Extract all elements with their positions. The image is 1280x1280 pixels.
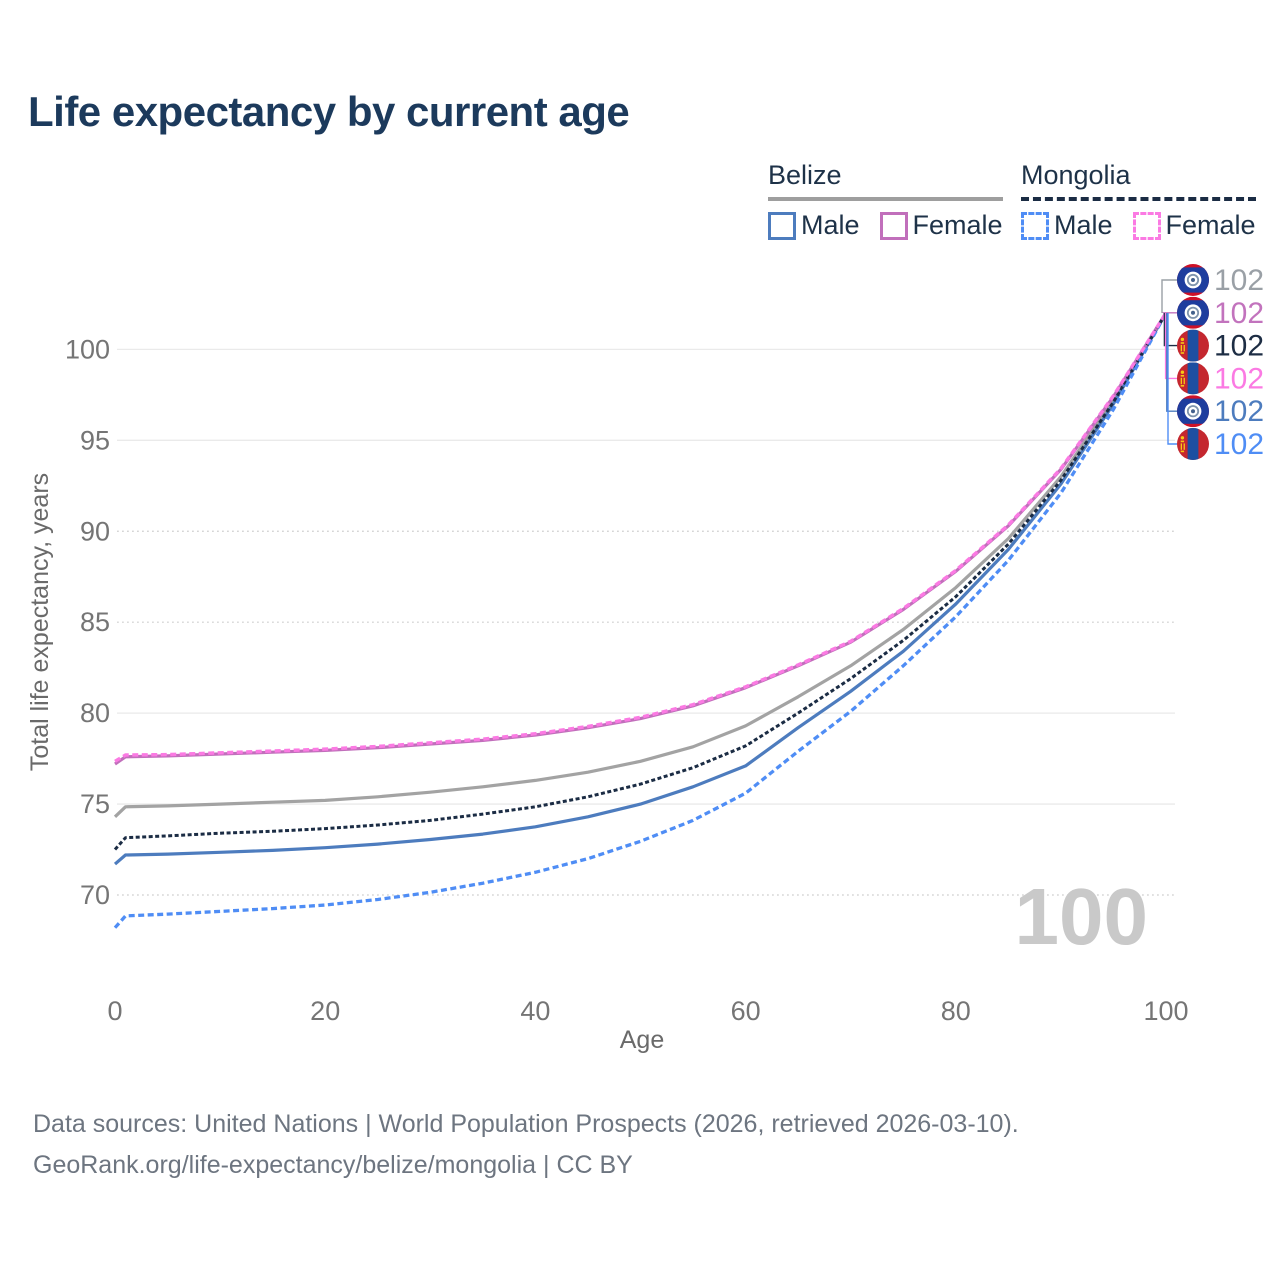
flag-icon-belize — [1177, 395, 1209, 428]
legend-line-sample-mongolia — [1021, 197, 1256, 201]
gridlines — [117, 348, 1175, 896]
footer-attribution: GeoRank.org/life-expectancy/belize/mongo… — [33, 1151, 633, 1179]
legend-item-mongolia-female[interactable]: Female — [1132, 210, 1256, 241]
flag-icon-mongolia — [1177, 329, 1209, 362]
footer: Data sources: United Nations | World Pop… — [33, 1104, 1019, 1186]
end-connector-belize — [1166, 313, 1177, 412]
y-tick-label-100: 100 — [65, 334, 110, 364]
age-watermark: 100 — [1015, 872, 1148, 961]
legend-swatch-belize-male-icon — [768, 211, 796, 240]
y-tick-label-85: 85 — [80, 607, 110, 637]
legend-item-belize-male[interactable]: Male — [768, 210, 860, 241]
end-connector-mongolia — [1163, 313, 1177, 347]
footer-data-sources: Data sources: United Nations | World Pop… — [33, 1110, 1019, 1138]
legend-line-sample-belize — [768, 197, 1003, 201]
x-tick-label-60: 60 — [731, 996, 761, 1026]
series-lines — [113, 312, 1168, 929]
end-connector-belize — [1161, 279, 1177, 313]
y-axis-title: Total life expectancy, years — [26, 473, 54, 771]
x-axis-title: Age — [620, 1026, 664, 1054]
legend-item-label: Female — [1165, 210, 1256, 240]
y-tick-label-80: 80 — [80, 698, 110, 728]
legend-swatch-mongolia-male-icon — [1021, 211, 1049, 240]
axis-labels: 70 75 80 85 90 95 100 0 20 40 60 80 100 — [65, 334, 1189, 1026]
end-value-label: 102 — [1214, 297, 1264, 330]
end-value-label: 102 — [1214, 362, 1264, 395]
y-tick-label-75: 75 — [80, 789, 110, 819]
legend-swatch-belize-female-icon — [879, 211, 908, 240]
legend-items-mongolia: Male Female — [1021, 210, 1256, 241]
x-tick-label-20: 20 — [310, 996, 340, 1026]
series-line-mongolia-male[interactable] — [113, 312, 1168, 929]
legend-country-label-belize[interactable]: Belize — [768, 160, 842, 190]
series-line-belize-total[interactable] — [113, 312, 1168, 818]
x-tick-label-0: 0 — [107, 996, 122, 1026]
legend-item-belize-female[interactable]: Female — [879, 210, 1003, 241]
x-tick-label-80: 80 — [941, 996, 971, 1026]
y-tick-label-95: 95 — [80, 425, 110, 455]
legend-country-label-mongolia[interactable]: Mongolia — [1021, 160, 1131, 190]
end-value-label: 102 — [1214, 330, 1264, 363]
legend-item-label: Male — [801, 210, 860, 240]
legend-group-mongolia: Mongolia Male Female — [1021, 160, 1256, 241]
flag-icon-mongolia — [1177, 428, 1209, 460]
end-value-label: 102 — [1214, 395, 1264, 428]
series-line-mongolia-female[interactable] — [114, 312, 1168, 763]
legend-item-label: Female — [912, 210, 1003, 240]
legend-swatch-mongolia-female-icon — [1132, 211, 1161, 240]
y-tick-label-90: 90 — [80, 516, 110, 546]
x-tick-label-40: 40 — [520, 996, 550, 1026]
flag-icon-belize — [1177, 264, 1209, 296]
y-tick-label-70: 70 — [80, 880, 110, 910]
legend-item-label: Male — [1054, 210, 1113, 240]
end-value-label: 102 — [1214, 428, 1264, 461]
legend-group-belize: Belize Male Female — [768, 160, 1003, 241]
series-line-mongolia-total[interactable] — [113, 312, 1168, 851]
legend-items-belize: Male Female — [768, 210, 1003, 241]
end-value-label: 102 — [1214, 264, 1264, 297]
flag-icon-belize — [1177, 296, 1209, 329]
series-line-belize-male[interactable] — [113, 312, 1168, 866]
x-tick-label-100: 100 — [1143, 996, 1188, 1026]
end-connector-mongolia — [1167, 313, 1177, 445]
flag-icon-mongolia — [1177, 362, 1209, 395]
legend-item-mongolia-male[interactable]: Male — [1021, 210, 1113, 241]
end-connector-mongolia — [1164, 313, 1177, 380]
chart-title: Life expectancy by current age — [28, 88, 630, 135]
